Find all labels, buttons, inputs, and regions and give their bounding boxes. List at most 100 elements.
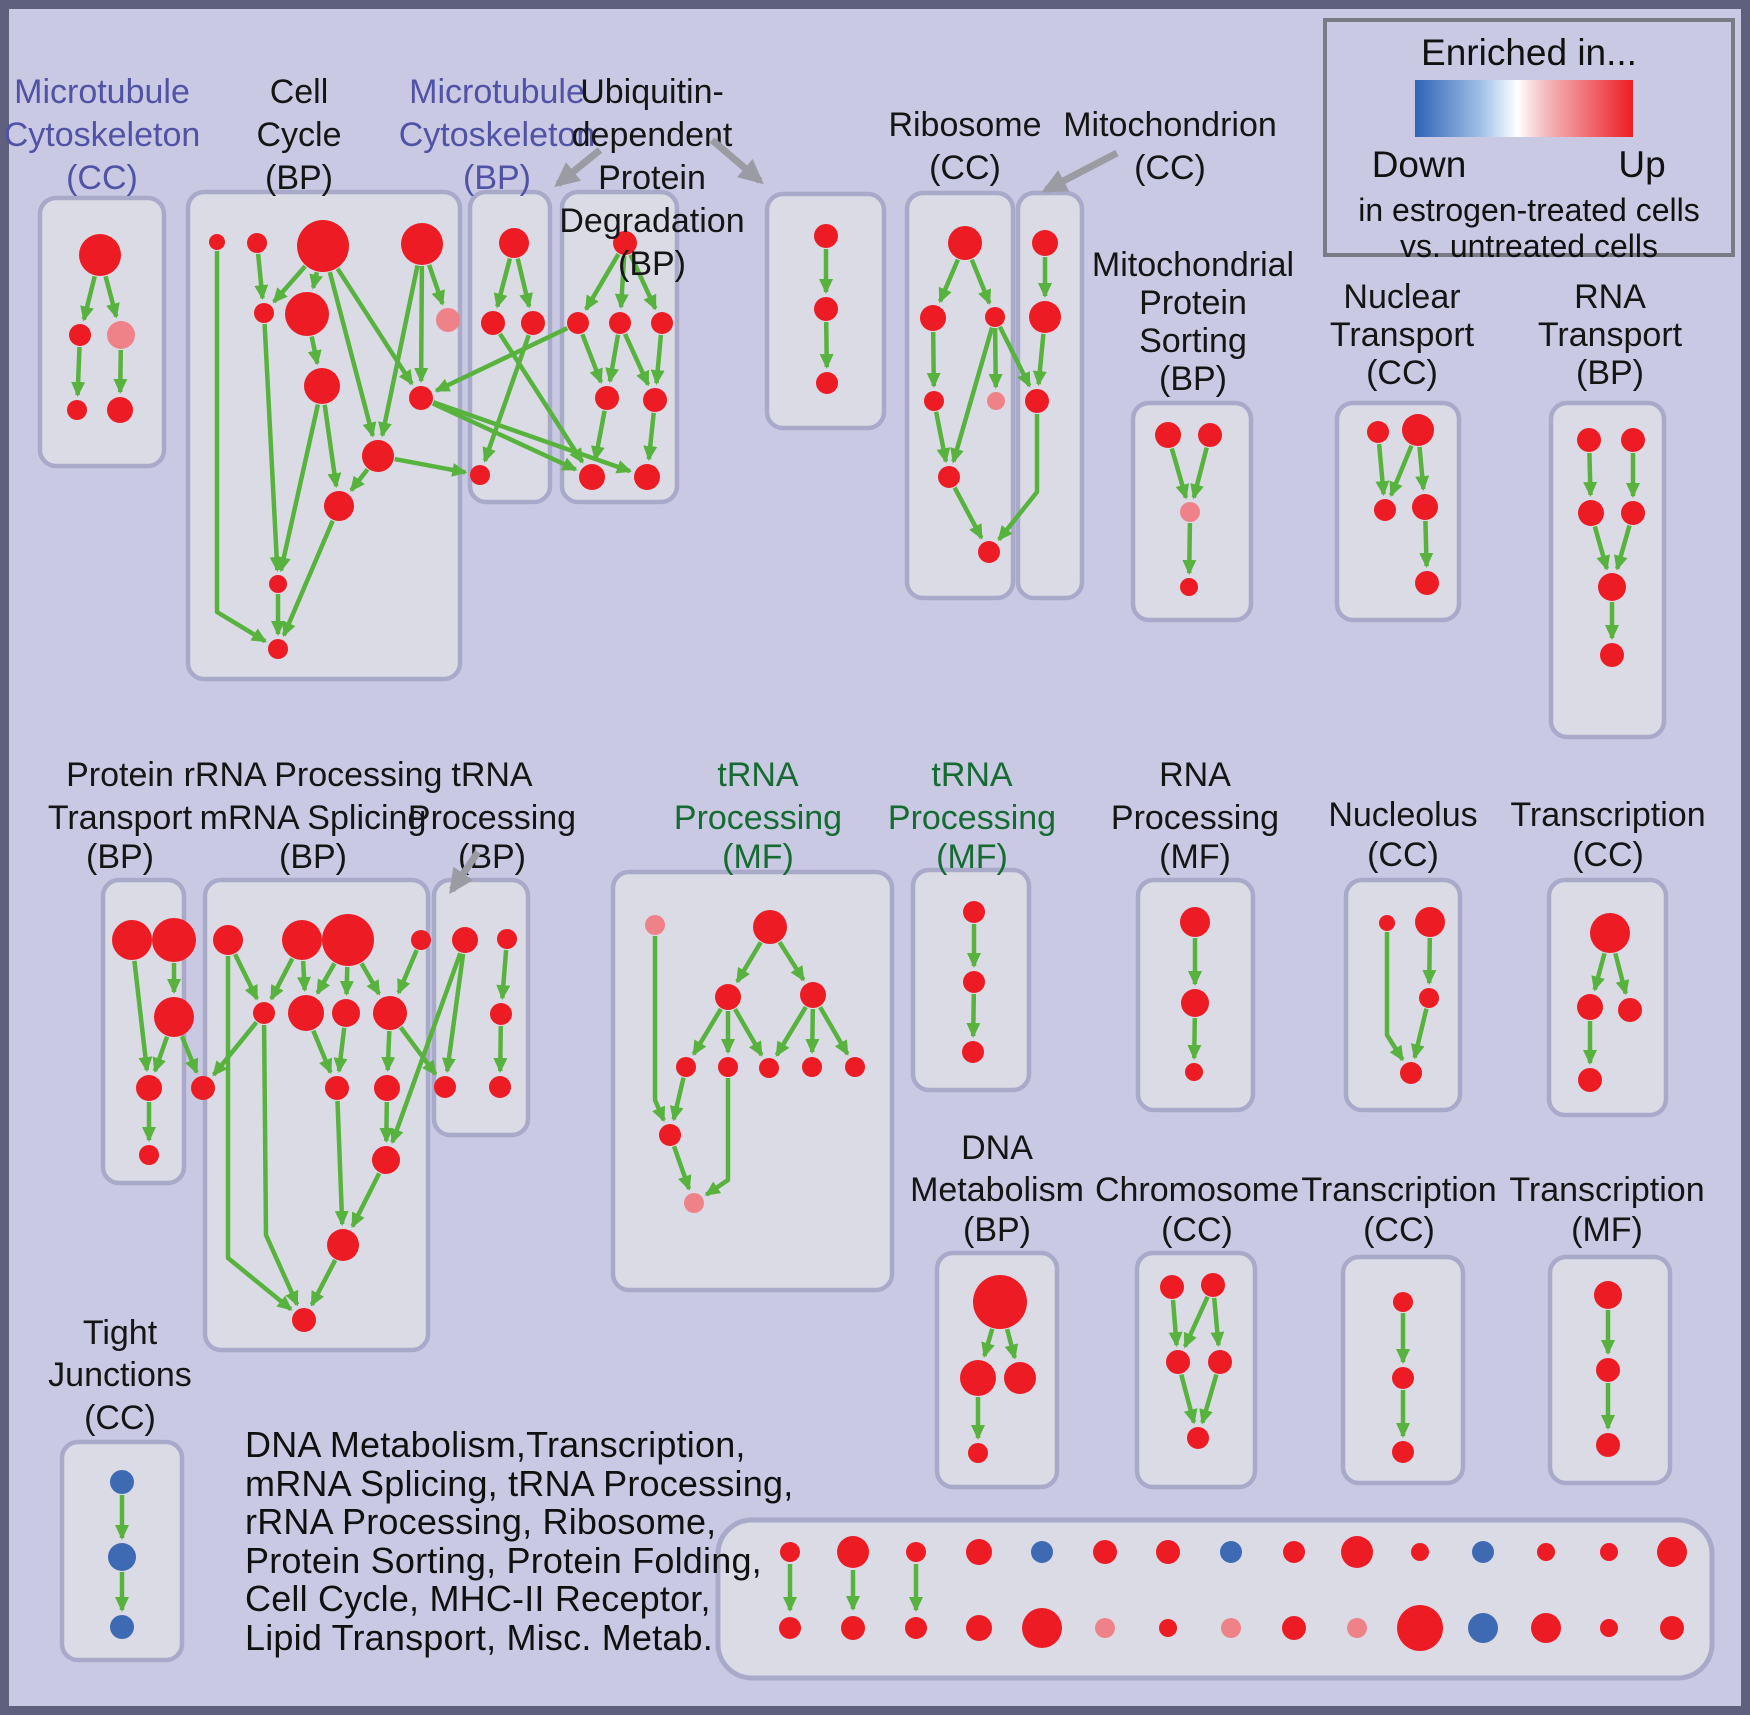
go-term-node-n6[interactable]: [718, 1057, 738, 1077]
go-term-node-e1[interactable]: [814, 224, 838, 248]
go-term-node-c1[interactable]: [499, 228, 529, 258]
go-term-node-a3[interactable]: [107, 321, 135, 349]
go-term-node-d7[interactable]: [579, 464, 605, 490]
go-term-node-i1[interactable]: [1367, 421, 1389, 443]
go-term-node-l3[interactable]: [322, 914, 374, 966]
go-term-node-h3[interactable]: [1180, 502, 1200, 522]
go-term-node-k2[interactable]: [152, 918, 196, 962]
go-term-node-q1[interactable]: [1379, 915, 1395, 931]
go-term-node-b9[interactable]: [409, 386, 433, 410]
go-term-node-w3[interactable]: [110, 1615, 134, 1639]
go-term-node-l7[interactable]: [332, 999, 360, 1027]
go-term-node-r2[interactable]: [1577, 994, 1603, 1020]
go-term-node-s2[interactable]: [960, 1360, 996, 1396]
go-term-node-g3[interactable]: [1025, 389, 1049, 413]
band-node-bottom-8[interactable]: [1221, 1618, 1241, 1638]
go-term-node-h4[interactable]: [1180, 578, 1198, 596]
go-term-node-j3[interactable]: [1578, 500, 1604, 526]
band-node-bottom-12[interactable]: [1468, 1613, 1498, 1643]
go-term-node-v2[interactable]: [1596, 1358, 1620, 1382]
band-node-top-6[interactable]: [1093, 1540, 1117, 1564]
band-node-bottom-2[interactable]: [841, 1616, 865, 1640]
go-term-node-i2[interactable]: [1402, 414, 1434, 446]
band-node-top-8[interactable]: [1220, 1541, 1242, 1563]
go-term-node-c3[interactable]: [521, 311, 545, 335]
go-term-node-b11[interactable]: [324, 491, 354, 521]
go-term-node-g2[interactable]: [1029, 301, 1061, 333]
go-term-node-f2[interactable]: [920, 305, 946, 331]
go-term-node-s1[interactable]: [973, 1275, 1027, 1329]
band-node-bottom-7[interactable]: [1159, 1619, 1177, 1637]
go-term-node-b5[interactable]: [254, 303, 274, 323]
go-term-node-m1[interactable]: [452, 927, 478, 953]
go-term-node-g1[interactable]: [1032, 230, 1058, 256]
band-node-bottom-3[interactable]: [905, 1617, 927, 1639]
go-term-node-b4[interactable]: [401, 223, 443, 265]
go-term-node-j2[interactable]: [1621, 428, 1645, 452]
go-term-node-a2[interactable]: [69, 324, 91, 346]
go-term-node-q3[interactable]: [1419, 988, 1439, 1008]
go-term-node-f3[interactable]: [985, 307, 1005, 327]
band-node-bottom-11[interactable]: [1397, 1605, 1443, 1651]
go-term-node-r3[interactable]: [1618, 998, 1642, 1022]
go-term-node-t5[interactable]: [1187, 1427, 1209, 1449]
go-term-node-p2[interactable]: [1181, 989, 1209, 1017]
band-node-bottom-9[interactable]: [1282, 1616, 1306, 1640]
go-term-node-n9[interactable]: [845, 1057, 865, 1077]
go-term-node-l11[interactable]: [327, 1229, 359, 1261]
go-term-node-p3[interactable]: [1185, 1063, 1203, 1081]
go-term-node-u2[interactable]: [1392, 1367, 1414, 1389]
go-term-node-u3[interactable]: [1392, 1441, 1414, 1463]
go-term-node-b3[interactable]: [297, 220, 349, 272]
go-term-node-d6[interactable]: [643, 388, 667, 412]
go-term-node-t2[interactable]: [1201, 1273, 1225, 1297]
go-term-node-l8[interactable]: [373, 996, 407, 1030]
go-term-node-h2[interactable]: [1198, 423, 1222, 447]
go-term-node-b7[interactable]: [436, 308, 460, 332]
go-term-node-b10[interactable]: [362, 440, 394, 472]
go-term-node-t3[interactable]: [1166, 1350, 1190, 1374]
go-term-node-r4[interactable]: [1578, 1068, 1602, 1092]
go-term-node-f8[interactable]: [978, 541, 1000, 563]
go-term-node-n2[interactable]: [753, 910, 787, 944]
go-term-node-w1[interactable]: [110, 1470, 134, 1494]
go-term-node-u1[interactable]: [1393, 1292, 1413, 1312]
go-term-node-v3[interactable]: [1596, 1433, 1620, 1457]
go-term-node-s3[interactable]: [1004, 1362, 1036, 1394]
band-node-top-13[interactable]: [1537, 1543, 1555, 1561]
go-term-node-l5[interactable]: [253, 1002, 275, 1024]
go-term-node-t4[interactable]: [1208, 1350, 1232, 1374]
band-node-top-4[interactable]: [966, 1539, 992, 1565]
band-node-top-12[interactable]: [1472, 1541, 1494, 1563]
band-node-top-10[interactable]: [1341, 1536, 1373, 1568]
go-term-node-v1[interactable]: [1594, 1281, 1622, 1309]
go-term-node-d2[interactable]: [567, 312, 589, 334]
go-term-node-b8[interactable]: [304, 368, 340, 404]
go-term-node-n4[interactable]: [800, 982, 826, 1008]
go-term-node-n1[interactable]: [645, 915, 665, 935]
band-node-bottom-6[interactable]: [1095, 1618, 1115, 1638]
go-term-node-q2[interactable]: [1415, 907, 1445, 937]
go-term-node-a1[interactable]: [79, 234, 121, 276]
go-term-node-b13[interactable]: [268, 639, 288, 659]
go-term-node-k3[interactable]: [154, 997, 194, 1037]
go-term-node-l2[interactable]: [282, 920, 322, 960]
go-term-node-l13[interactable]: [191, 1076, 215, 1100]
go-term-node-j5[interactable]: [1598, 573, 1626, 601]
band-node-bottom-1[interactable]: [779, 1617, 801, 1639]
go-term-node-o1[interactable]: [963, 901, 985, 923]
go-term-node-d1[interactable]: [613, 231, 637, 255]
go-term-node-s4[interactable]: [968, 1443, 988, 1463]
go-term-node-i3[interactable]: [1374, 499, 1396, 521]
go-term-node-lx[interactable]: [372, 1146, 400, 1174]
go-term-node-n8[interactable]: [802, 1057, 822, 1077]
go-term-node-c2[interactable]: [481, 311, 505, 335]
go-term-node-f7[interactable]: [938, 466, 960, 488]
band-node-top-1[interactable]: [780, 1542, 800, 1562]
go-term-node-e2[interactable]: [814, 297, 838, 321]
band-node-bottom-14[interactable]: [1600, 1619, 1618, 1637]
go-term-node-d3[interactable]: [609, 312, 631, 334]
go-term-node-w2[interactable]: [108, 1543, 136, 1571]
go-term-node-j6[interactable]: [1600, 643, 1624, 667]
band-node-top-7[interactable]: [1156, 1540, 1180, 1564]
